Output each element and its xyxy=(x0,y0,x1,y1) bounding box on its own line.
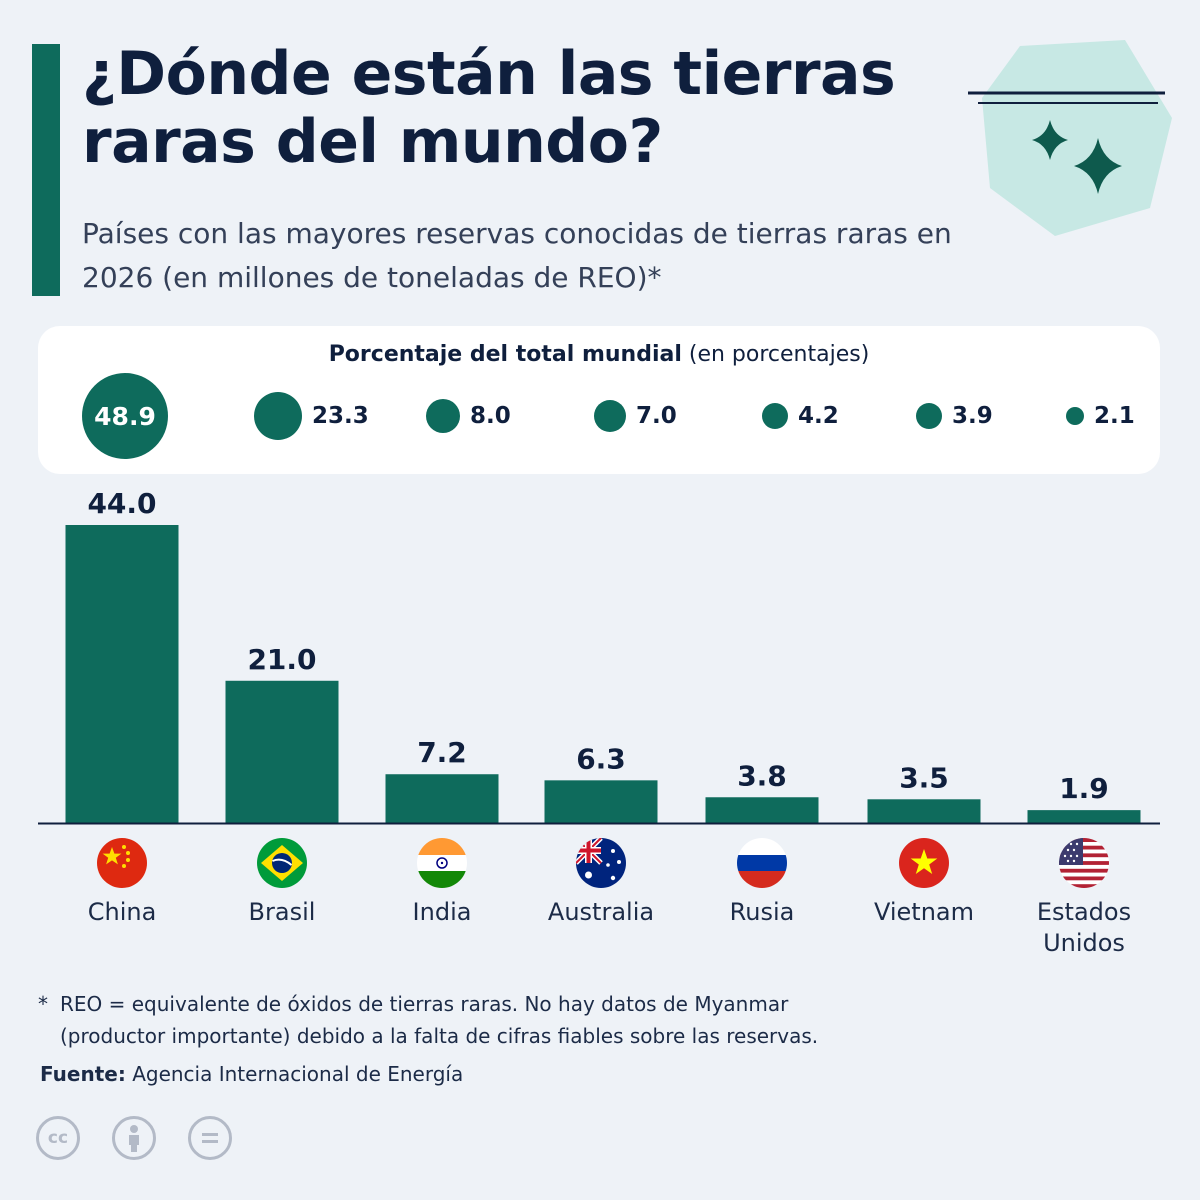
country-label: Estados Unidos xyxy=(1036,898,1132,957)
bar-china xyxy=(65,525,179,823)
percent-item: 2.1 xyxy=(1066,403,1135,429)
percent-bubble xyxy=(1066,407,1084,425)
percent-item: 3.9 xyxy=(916,403,993,429)
percent-value: 7.0 xyxy=(636,403,677,429)
country-label: China xyxy=(87,898,157,926)
bar-value-label: 3.5 xyxy=(899,761,949,794)
percent-bubble-label: 48.9 xyxy=(94,401,156,431)
attribution-icon xyxy=(112,1116,156,1160)
percent-item: 48.9 xyxy=(82,373,168,459)
china-flag-icon xyxy=(97,838,147,888)
india-flag-icon xyxy=(417,838,467,888)
source-line: Fuente: Agencia Internacional de Energía xyxy=(40,1062,463,1086)
percent-bubble: 48.9 xyxy=(82,373,168,459)
footnote: * REO = equivalente de óxidos de tierras … xyxy=(38,988,878,1052)
country-label: Brasil xyxy=(248,898,316,926)
percent-item: 4.2 xyxy=(762,403,839,429)
percent-heading-bold: Porcentaje del total mundial xyxy=(328,342,682,367)
cc-icon-text: cc xyxy=(47,1128,69,1148)
bar-india xyxy=(385,774,499,823)
percent-value: 8.0 xyxy=(470,403,511,429)
percent-value: 4.2 xyxy=(798,403,839,429)
reserves-bar-chart: 44.0 21.0 7.2 6.3 3.8 3.5 1.9 xyxy=(38,487,1160,825)
percent-panel-heading: Porcentaje del total mundial (en porcent… xyxy=(38,342,1160,367)
country-label: India xyxy=(412,898,472,926)
bar-value-label: 21.0 xyxy=(247,643,316,676)
footnote-star: * xyxy=(38,992,48,1016)
percent-bubble xyxy=(254,392,302,440)
percent-item: 7.0 xyxy=(594,400,677,432)
country-label: Vietnam xyxy=(873,898,975,926)
percent-value: 2.1 xyxy=(1094,403,1135,429)
page-title: ¿Dónde están las tierras raras del mundo… xyxy=(82,39,896,177)
percent-value: 23.3 xyxy=(312,403,369,429)
percent-bubble xyxy=(594,400,626,432)
bar-rusia xyxy=(705,797,819,823)
vietnam-flag-icon xyxy=(899,838,949,888)
percent-of-world-panel: Porcentaje del total mundial (en porcent… xyxy=(38,326,1160,474)
usa-flag-icon xyxy=(1059,838,1109,888)
percent-heading-rest: (en porcentajes) xyxy=(681,342,870,367)
no-derivatives-icon xyxy=(188,1116,232,1160)
percent-item: 23.3 xyxy=(254,392,369,440)
page-subtitle: Países con las mayores reservas conocida… xyxy=(82,217,952,294)
percent-bubble xyxy=(426,399,460,433)
country-label: Australia xyxy=(547,898,655,926)
bar-brasil xyxy=(225,680,339,823)
source-value: Agencia Internacional de Energía xyxy=(132,1062,464,1086)
bar-australia xyxy=(544,780,658,823)
license-icons: cc xyxy=(36,1116,232,1160)
bar-value-label: 1.9 xyxy=(1059,772,1109,805)
bar-value-label: 44.0 xyxy=(87,487,156,520)
percent-bubble xyxy=(762,403,788,429)
bar-value-label: 7.2 xyxy=(417,736,467,769)
source-label: Fuente: xyxy=(40,1062,126,1086)
bar-estados-unidos xyxy=(1027,810,1141,823)
australia-flag-icon xyxy=(576,838,626,888)
bar-value-label: 3.8 xyxy=(737,759,787,792)
sparkle-decoration-icon xyxy=(968,40,1172,236)
cc-icon: cc xyxy=(36,1116,80,1160)
country-label: Rusia xyxy=(729,898,795,926)
percent-bubble xyxy=(916,403,942,429)
title-accent-bar xyxy=(32,44,60,296)
footnote-line-1: REO = equivalente de óxidos de tierras r… xyxy=(60,992,789,1016)
percent-value: 3.9 xyxy=(952,403,993,429)
russia-flag-icon xyxy=(737,838,787,888)
footnote-line-2: (productor importante) debido a la falta… xyxy=(60,1024,819,1048)
brazil-flag-icon xyxy=(257,838,307,888)
bar-value-label: 6.3 xyxy=(576,742,626,775)
bar-vietnam xyxy=(867,799,981,823)
percent-item: 8.0 xyxy=(426,399,511,433)
